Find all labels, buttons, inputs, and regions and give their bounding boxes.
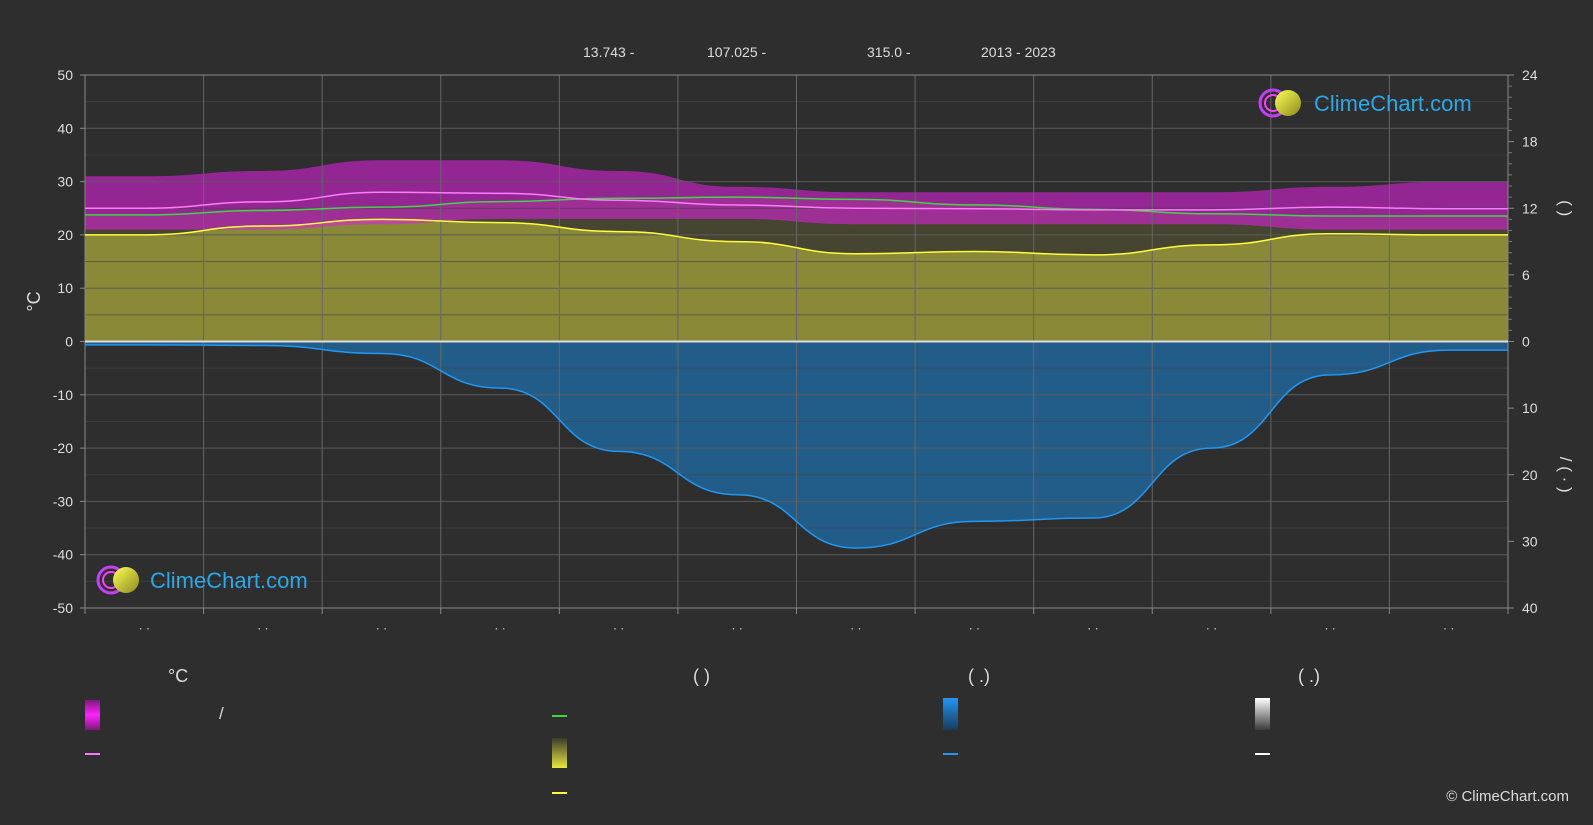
- logo-icon: [1258, 88, 1301, 118]
- x-tick-label: · ·: [969, 621, 980, 635]
- y-left-tick-label: -10: [53, 387, 73, 403]
- y-left-tick-label: 40: [57, 120, 73, 136]
- y-left-tick-label: 30: [57, 174, 73, 190]
- precip-line: [85, 344, 1508, 549]
- y-right-tick-label: 10: [1522, 400, 1538, 416]
- x-tick-label: · ·: [1324, 621, 1335, 635]
- x-tick-label: · ·: [376, 621, 387, 635]
- y-right-tick-label: 12: [1522, 200, 1538, 216]
- y-right-tick-label: 0: [1522, 334, 1530, 350]
- legend-sun-heading: ( ): [693, 666, 710, 686]
- y-left-tick-label: -20: [53, 440, 73, 456]
- x-tick-label: · ·: [613, 621, 624, 635]
- chart-axes: 50 40 30 20 10 0 -10 -20 -30 -40 -50 24 18 12 6 0 10 20 30…: [24, 67, 1575, 635]
- avg-temp-line: [84, 191, 1508, 211]
- logo-bottom[interactable]: ClimeChart.com: [96, 565, 336, 597]
- legend-snow-heading: ( .): [1298, 666, 1320, 686]
- x-tick-label: · ·: [257, 621, 268, 635]
- y-left-tick-label: 10: [57, 280, 73, 296]
- legend-daylight-line: [552, 715, 567, 717]
- y-right-bottom-label: / ( · ): [1556, 457, 1575, 493]
- y-left-tick-label: -30: [53, 493, 73, 509]
- legend-snow-line: [1255, 753, 1270, 755]
- legend-rain-heading: ( .): [968, 666, 990, 686]
- chart-lines: [84, 191, 1508, 549]
- y-right-tick-label: 18: [1522, 134, 1538, 150]
- copyright: © ClimeChart.com: [1446, 788, 1569, 805]
- legend-temp-slash: /: [219, 704, 224, 723]
- y-left-unit: °C: [24, 291, 44, 311]
- y-left-tick-label: 50: [57, 67, 73, 83]
- logo-icon: [96, 565, 139, 595]
- legend-rain-line: [943, 753, 958, 755]
- y-right-tick-label: 20: [1522, 467, 1538, 483]
- header-years: 2013 - 2023: [981, 44, 1056, 60]
- legend-rain-swatch: [943, 698, 958, 730]
- y-left-tick-label: -50: [53, 600, 73, 616]
- x-tick-label: · ·: [494, 621, 505, 635]
- legend-sunshine-swatch: [552, 738, 567, 768]
- x-tick-label: · ·: [1206, 621, 1217, 635]
- header-latitude: 13.743 -: [583, 44, 635, 60]
- legend-avg-temp-line: [85, 753, 100, 755]
- legend-snow-swatch: [1255, 698, 1270, 730]
- header-elevation: 315.0 -: [867, 44, 911, 60]
- legend-temp-range-swatch: [85, 700, 100, 730]
- legend-temp-heading: °C: [168, 666, 189, 686]
- x-tick-label: · ·: [850, 621, 861, 635]
- x-tick-label: · ·: [1443, 621, 1454, 635]
- y-left-tick-label: -40: [53, 547, 73, 563]
- y-right-tick-label: 6: [1522, 267, 1530, 283]
- x-tick-label: · ·: [732, 621, 743, 635]
- y-right-top-label: ( ): [1556, 200, 1575, 216]
- logo-text: ClimeChart.com: [1314, 91, 1472, 116]
- header-longitude: 107.025 -: [707, 44, 767, 60]
- logo-text: ClimeChart.com: [150, 568, 308, 593]
- y-left-tick-label: 20: [57, 227, 73, 243]
- legend-sunshine-line: [552, 792, 567, 794]
- x-tick-label: · ·: [1087, 621, 1098, 635]
- y-right-tick-label: 30: [1522, 533, 1538, 549]
- daylight-line: [85, 196, 1508, 217]
- sunshine-line: [85, 218, 1508, 256]
- x-tick-label: · ·: [139, 621, 150, 635]
- y-right-tick-label: 40: [1522, 600, 1538, 616]
- y-left-tick-label: 0: [65, 334, 73, 350]
- y-right-tick-label: 24: [1522, 67, 1538, 83]
- logo-top[interactable]: ClimeChart.com: [1258, 88, 1498, 120]
- chart-grid: [84, 74, 1509, 609]
